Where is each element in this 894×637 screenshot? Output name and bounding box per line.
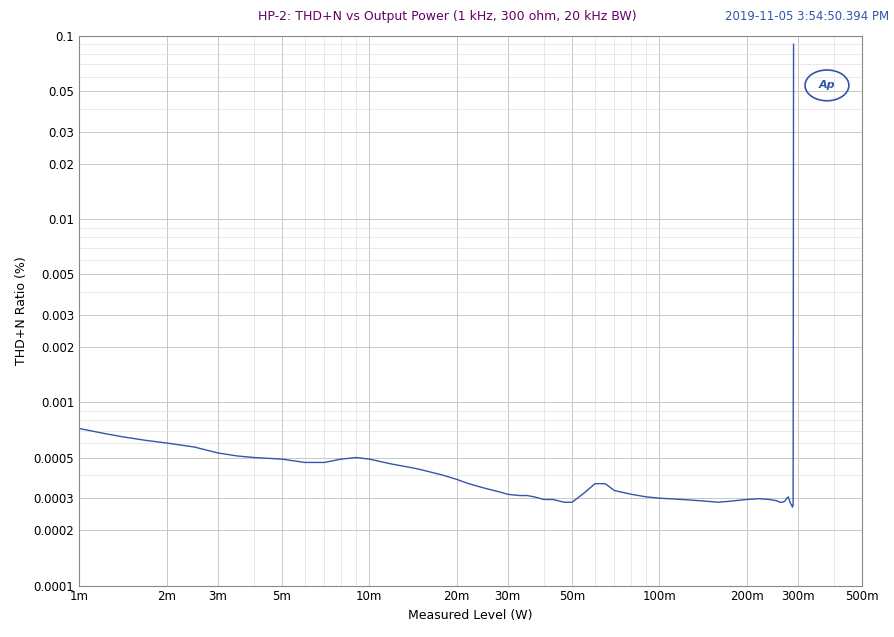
Y-axis label: THD+N Ratio (%): THD+N Ratio (%) xyxy=(15,256,28,365)
Text: Ap: Ap xyxy=(819,80,835,90)
Text: 2019-11-05 3:54:50.394 PM: 2019-11-05 3:54:50.394 PM xyxy=(725,10,890,22)
Text: HP-2: THD+N vs Output Power (1 kHz, 300 ohm, 20 kHz BW): HP-2: THD+N vs Output Power (1 kHz, 300 … xyxy=(257,10,637,22)
X-axis label: Measured Level (W): Measured Level (W) xyxy=(409,609,533,622)
